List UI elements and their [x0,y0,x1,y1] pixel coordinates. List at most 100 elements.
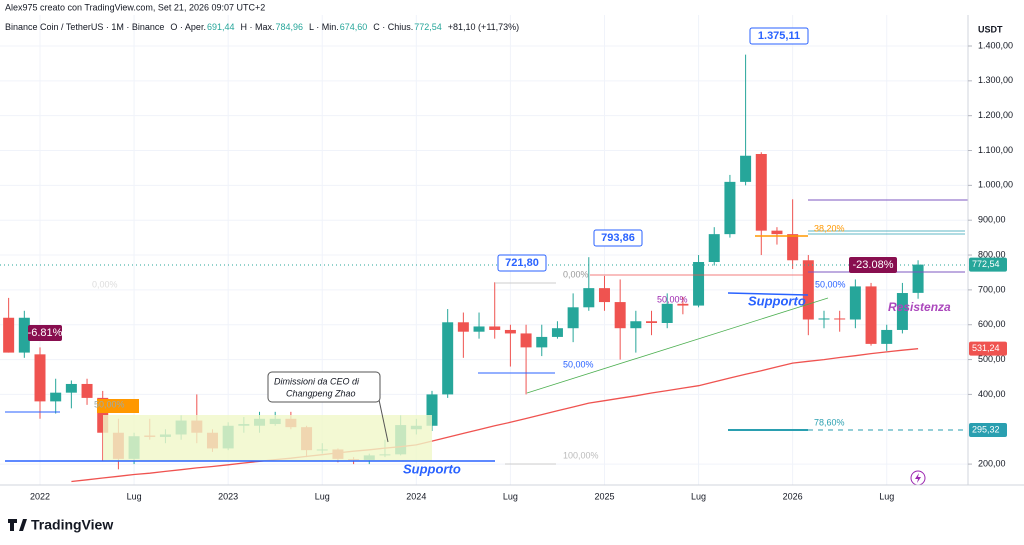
trend-line [526,297,829,394]
y-tick-label: 1.300,00 [978,75,1013,85]
y-tick-label: 1.400,00 [978,40,1013,50]
legend-item: +81,10 (+11,73%) [448,22,519,32]
annotation: 50,00% [563,359,594,369]
logo-mark [8,519,27,531]
annotation-box [497,254,547,272]
annotation: Changpeng Zhao [286,388,356,398]
candle-body [34,354,46,402]
candle-body [536,336,548,348]
candle-body [551,328,563,337]
candle-body [567,307,579,329]
candle-body [583,288,595,308]
candle-body [724,181,736,235]
annotation: 50,00% [657,294,688,304]
candle-body [614,302,626,329]
percent-box [97,399,139,413]
y-tick-label: 1.200,00 [978,110,1013,120]
candle-body [834,318,846,320]
candle-body [473,326,485,332]
candle-body [442,322,454,395]
x-tick-label: Lug [503,491,518,501]
annotation: -6.81% [28,327,63,339]
legend: Binance Coin / TetherUS · 1M · Binance O … [5,22,519,32]
annotation: -23.08% [853,259,894,271]
legend-item: L · Min. [309,22,339,32]
y-tick-label: 800,00 [978,249,1006,259]
annotation: 50,00% [815,279,846,289]
x-tick-label: 2023 [218,491,238,501]
y-tick-label: 500,00 [978,354,1006,364]
legend-item: 674,60 [340,22,368,32]
annotation: 100,00% [563,450,599,460]
annotation: Supporto [403,461,461,476]
y-tick-label: 1.000,00 [978,180,1013,190]
candle-body [881,329,893,344]
support-line [727,292,809,296]
currency: USDT [978,24,1003,34]
logo: TradingView [8,517,113,533]
x-tick-label: 2026 [783,491,803,501]
candle-body [97,397,109,433]
y-tick-label: 900,00 [978,215,1006,225]
x-tick-label: Lug [315,491,330,501]
candle-body [755,154,767,231]
candle-body [740,155,752,182]
legend-item: 772,54 [414,22,442,32]
candle-body [802,260,814,320]
candle-body [661,303,673,323]
price-tag-label: 772,54 [972,259,1000,269]
candle-body [896,293,908,330]
annotation-box [749,27,809,45]
callout-pointer [377,394,389,443]
candle-body [787,234,799,261]
y-tick-label: 1.100,00 [978,145,1013,155]
candle-body [18,317,30,353]
annotation-box [28,325,62,341]
x-tick-label: 2024 [406,491,426,501]
legend-item: C · Chius. [373,22,413,32]
annotation: Dimissioni da CEO di [274,376,360,386]
candle-body [865,286,877,344]
y-tick-label: 200,00 [978,458,1006,468]
candle-body [693,262,705,306]
price-tag [969,257,1007,272]
legend-item: Binance Coin / TetherUS · 1M · Binance [5,22,164,32]
alert-icon [915,473,921,483]
annotation: Resistenza [888,300,951,314]
annotation-box [593,229,643,247]
candle-body [630,321,642,329]
candle-body [489,326,501,330]
x-tick-label: 2025 [594,491,614,501]
annotation: 793,86 [601,232,635,244]
candle-body [708,234,720,263]
x-tick-label: Lug [879,491,894,501]
candle-body [65,383,77,393]
legend-item: O · Aper. [170,22,206,32]
candle-body [818,318,830,320]
candle-body [520,333,532,348]
candle-body [50,392,62,402]
author: Alex975 creato con TradingView.com, Set … [5,2,265,12]
candle-body [646,321,658,323]
x-tick-label: 2022 [30,491,50,501]
drawings [0,199,968,486]
x-tick-label: Lug [691,491,706,501]
price-tag [969,423,1007,437]
annotation: 1.375,11 [758,30,800,42]
zone [103,415,432,461]
brand: TradingView [31,517,113,533]
annotation-box [849,257,897,273]
candle-body [912,264,924,293]
candle-body [3,317,15,353]
candle-body [81,383,93,398]
annotation: 38,20% [814,223,845,233]
price-tag-label: 295,32 [972,424,1000,434]
candle-body [598,288,610,303]
annotation: 721,80 [505,257,539,269]
x-tick-label: Lug [127,491,142,501]
price-tag [969,341,1007,356]
candle-body [457,322,469,332]
price-tag-label: 531,24 [972,343,1000,353]
annotation: Supporto [748,293,806,308]
